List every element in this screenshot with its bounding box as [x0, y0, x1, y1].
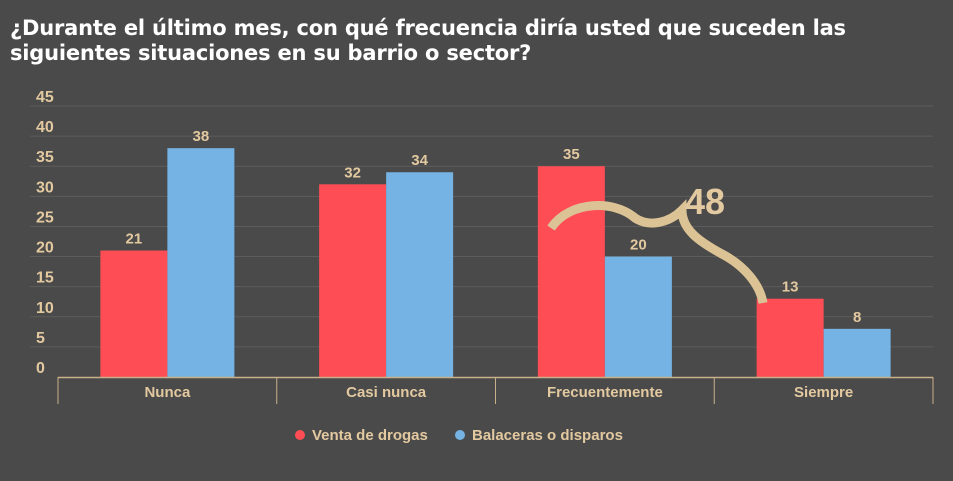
x-axis: Nunca Casi nunca Frecuentemente Siempre [57, 376, 934, 404]
data-label: 38 [193, 128, 210, 145]
x-tick-label: Frecuentemente [547, 384, 663, 401]
bar [756, 298, 824, 377]
legend: Venta de drogas Balaceras o disparos [295, 427, 623, 444]
y-tick-label: 30 [36, 179, 54, 196]
gridlines: 0 5 10 15 20 25 30 35 40 45 [30, 89, 933, 377]
data-label: 8 [853, 309, 861, 326]
x-tick-label: Casi nunca [346, 384, 427, 401]
callout: 48 [547, 181, 768, 304]
y-tick-label: 40 [36, 119, 54, 136]
y-tick-label: 35 [36, 149, 54, 166]
legend-marker [455, 430, 465, 440]
y-tick-label: 45 [36, 89, 54, 106]
bar [823, 328, 891, 377]
x-tick-label: Nunca [144, 384, 191, 401]
y-tick-label: 10 [36, 300, 54, 317]
data-label: 20 [630, 237, 647, 254]
legend-marker [295, 430, 305, 440]
data-label: 32 [344, 164, 361, 181]
data-labels: 21 38 32 34 35 20 13 8 [126, 128, 862, 326]
y-tick-label: 25 [36, 209, 54, 226]
y-tick-label: 20 [36, 240, 54, 257]
x-tick-label: Siempre [794, 384, 853, 401]
y-tick-label: 0 [36, 360, 45, 377]
data-label: 21 [126, 231, 143, 248]
data-label: 34 [411, 152, 428, 169]
bars [100, 148, 891, 377]
bar [386, 172, 454, 377]
legend-item: Balaceras o disparos [472, 427, 623, 444]
legend-item: Venta de drogas [312, 427, 428, 444]
y-tick-label: 15 [36, 270, 54, 287]
y-tick-label: 5 [36, 330, 45, 347]
bar [100, 250, 168, 377]
bar [604, 256, 672, 377]
callout-brace [547, 199, 768, 304]
bar [319, 184, 387, 377]
data-label: 13 [782, 279, 799, 296]
chart-title: ¿Durante el último mes, con qué frecuenc… [10, 16, 846, 65]
bar [537, 166, 605, 377]
bar [167, 148, 235, 377]
callout-total: 48 [685, 181, 725, 222]
data-label: 35 [563, 146, 580, 163]
